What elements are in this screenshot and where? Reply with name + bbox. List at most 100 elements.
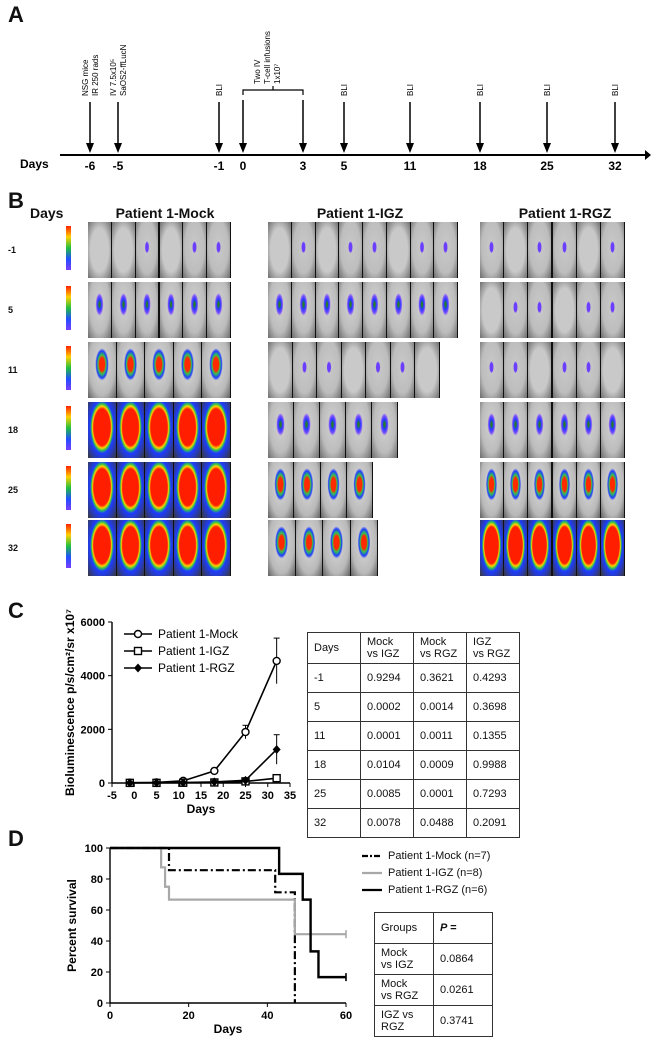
timeline-event-label: BLI [476,84,485,96]
mouse-image [145,402,173,458]
mouse-image [386,282,410,338]
table-cell: 0.2091 [466,808,520,838]
mouse-image [528,462,552,518]
legend-marker [133,629,143,639]
y-tick-label: 60 [91,905,103,917]
x-tick-label: 40 [261,1010,273,1022]
timeline-arrow-head [611,143,619,153]
mouse-image [600,342,624,398]
table-cell: 0.3741 [433,1005,493,1037]
mouse-image [552,342,576,398]
x-tick-label: 30 [262,790,274,802]
table-cell: 0.9988 [466,750,520,780]
table-cell: 0.0104 [360,750,414,780]
table-header-cell: P = [433,912,493,944]
table-row: 11 0.0001 0.0011 0.1355 [307,721,520,751]
mouse-image [116,520,145,576]
timeline-tick-label: 18 [473,159,487,173]
legend-entry: Patient 1-Mock (n=7) [360,847,490,864]
survival-curve [110,846,296,1003]
data-point-rgz [210,777,219,787]
y-tick-label: 0 [99,778,105,790]
mouse-image [480,342,504,398]
mouse-image [552,282,576,338]
mouse-image [410,282,434,338]
table-cell: 0.0001 [360,721,414,751]
mouse-image [88,222,111,278]
mouse-image [111,222,135,278]
mouse-image [173,462,202,518]
mouse-image [145,462,173,518]
mouse-image [173,520,202,576]
bli-image-row [88,282,231,338]
color-scale-bar [66,286,71,330]
bli-image-row [268,342,440,398]
table-row: Mock vs RGZ 0.0261 [374,974,493,1006]
mouse-image [135,222,159,278]
mouse-image [135,282,159,338]
data-point-mock [272,656,281,666]
mouse-image [434,282,457,338]
legend-label: Patient 1-RGZ (n=6) [388,883,488,896]
mouse-image [504,402,528,458]
mouse-image [116,462,145,518]
timeline-event-label: SaOS2-ffLucN [119,44,128,96]
table-cell: 0.0001 [413,779,467,809]
mouse-image [600,462,624,518]
legend-label: Patient 1-Mock (n=7) [388,849,491,862]
bli-imaging-panel: Days Patient 1-Mock Patient 1-IGZ Patien… [0,190,651,590]
legend-marker [134,663,142,673]
table-cell: 0.0014 [413,692,467,722]
timeline-arrow-head [543,143,551,153]
color-scale-bar [66,406,71,450]
bli-image-row [268,222,458,278]
data-point-rgz [179,778,188,788]
mouse-image [528,222,552,278]
bli-image-row [480,342,625,398]
mouse-image [350,520,377,576]
y-tick-label: 80 [91,874,103,886]
mouse-image [207,282,230,338]
group-header-rgz: Patient 1-RGZ [518,205,612,221]
mouse-image [323,520,350,576]
timeline-event-label: BLI [543,84,552,96]
table-header-cell: Mock vs IGZ [360,632,414,664]
timeline-tick-label: -1 [214,159,225,173]
mouse-image [295,520,322,576]
group-header-igz: Patient 1-IGZ [316,205,404,221]
mouse-image [159,222,183,278]
table-row: Mock vs IGZ 0.0864 [374,943,493,975]
panel-letter-c: C [8,598,24,623]
timeline-event-label: BLI [215,84,224,96]
y-axis-label: Bioluminescence p/s/cm²/sr x10⁷ [63,609,77,796]
timeline-arrow-head [239,143,247,153]
bli-image-row [480,520,625,576]
mouse-image [116,402,145,458]
bli-image-row [88,520,231,576]
data-point-rgz [241,775,250,785]
mouse-image [202,342,230,398]
survival-chart: 0 20 40 60 80 100 0 20 40 60 Days Percent survival [65,843,352,1036]
imaging-day-label: 11 [8,365,18,375]
table-cell: 0.0011 [413,721,467,751]
mouse-image [504,222,528,278]
table-header-row: Groups P = [374,912,493,944]
legend-entry: Patient 1-RGZ (n=6) [360,881,490,898]
infusion-label: 1x10⁷ [273,64,282,84]
color-scale-bar [66,524,71,568]
imaging-day-label: 32 [8,543,19,553]
legend-swatch [362,871,382,874]
bli-image-row [88,342,231,398]
mouse-image [390,342,415,398]
data-point-rgz [152,778,161,788]
mouse-image [291,222,315,278]
x-tick-label: 20 [217,790,229,802]
mouse-image [173,342,202,398]
timeline-days-label: Days [20,157,49,171]
table-row: 5 0.0002 0.0014 0.3698 [307,692,520,722]
mouse-image [600,520,624,576]
x-tick-label: 0 [131,790,137,802]
infusion-bracket [242,86,304,95]
mouse-image [415,342,439,398]
survival-pvalue-table: Groups P = Mock vs IGZ 0.0864 Mock vs RGZ 0.0… [374,912,493,1037]
